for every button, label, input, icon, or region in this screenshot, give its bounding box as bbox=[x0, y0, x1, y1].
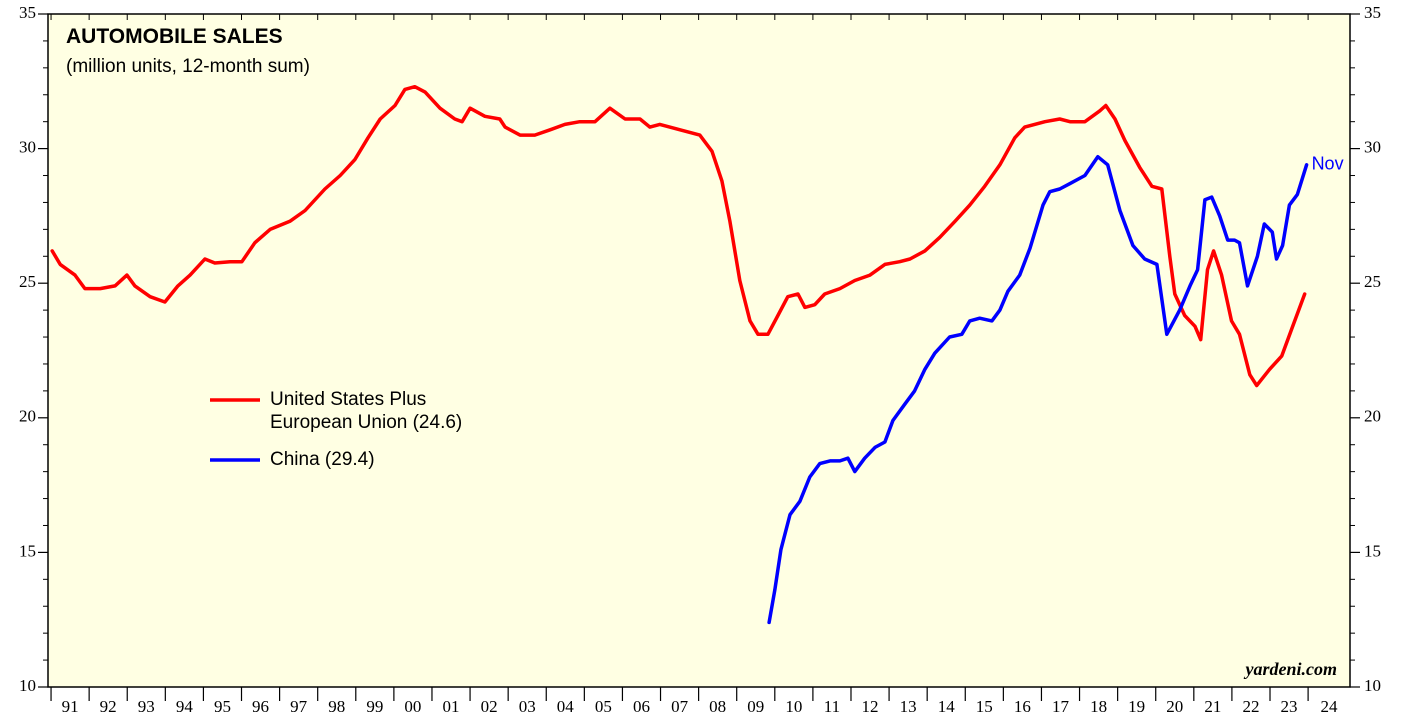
x-tick-label: 93 bbox=[138, 697, 155, 716]
x-tick-label: 08 bbox=[709, 697, 726, 716]
x-tick-label: 15 bbox=[976, 697, 993, 716]
x-tick-label: 04 bbox=[557, 697, 575, 716]
x-tick-label: 20 bbox=[1166, 697, 1183, 716]
x-tick-label: 99 bbox=[366, 697, 383, 716]
x-tick-label: 21 bbox=[1204, 697, 1221, 716]
x-tick-label: 94 bbox=[176, 697, 194, 716]
x-tick-label: 22 bbox=[1242, 697, 1259, 716]
annotation: Nov bbox=[1312, 154, 1344, 174]
chart-title: AUTOMOBILE SALES bbox=[66, 25, 283, 48]
x-tick-label: 01 bbox=[443, 697, 460, 716]
x-tick-label: 14 bbox=[938, 697, 956, 716]
y-tick-label: 35 bbox=[19, 3, 36, 22]
x-tick-label: 98 bbox=[328, 697, 345, 716]
chart-subtitle: (million units, 12-month sum) bbox=[66, 56, 310, 77]
plot-area bbox=[47, 13, 1351, 688]
y-tick-label: 30 bbox=[19, 138, 36, 157]
y2-tick-label: 10 bbox=[1364, 676, 1381, 695]
x-tick-label: 91 bbox=[62, 697, 79, 716]
y2-tick-label: 15 bbox=[1364, 541, 1381, 560]
series-line bbox=[50, 84, 1307, 388]
x-tick-label: 18 bbox=[1090, 697, 1107, 716]
x-tick-label: 19 bbox=[1128, 697, 1145, 716]
y-tick-label: 20 bbox=[19, 407, 36, 426]
x-tick-label: 06 bbox=[633, 697, 650, 716]
x-tick-label: 96 bbox=[252, 697, 269, 716]
x-tick-label: 03 bbox=[519, 697, 536, 716]
x-tick-label: 12 bbox=[862, 697, 879, 716]
x-tick-label: 05 bbox=[595, 697, 612, 716]
x-tick-label: 07 bbox=[671, 697, 689, 716]
y-tick-label: 25 bbox=[19, 272, 36, 291]
x-tick-label: 92 bbox=[100, 697, 117, 716]
x-tick-label: 23 bbox=[1281, 697, 1298, 716]
x-tick-label: 24 bbox=[1321, 697, 1339, 716]
x-tick-label: 17 bbox=[1052, 697, 1070, 716]
x-tick-label: 13 bbox=[900, 697, 917, 716]
legend-label: United States Plus European Union (24.6) bbox=[270, 389, 463, 433]
y2-tick-label: 35 bbox=[1364, 3, 1381, 22]
y2-tick-label: 25 bbox=[1364, 272, 1381, 291]
x-tick-label: 95 bbox=[214, 697, 231, 716]
x-tick-label: 00 bbox=[404, 697, 421, 716]
y-tick-label: 15 bbox=[19, 541, 36, 560]
x-tick-label: 11 bbox=[824, 697, 840, 716]
y2-tick-label: 30 bbox=[1364, 138, 1381, 157]
series-line bbox=[767, 154, 1309, 625]
y-tick-label: 10 bbox=[19, 676, 36, 695]
x-tick-label: 09 bbox=[747, 697, 764, 716]
x-tick-label: 10 bbox=[785, 697, 802, 716]
x-tick-label: 97 bbox=[290, 697, 308, 716]
legend-label: China (29.4) bbox=[270, 449, 375, 470]
x-tick-label: 02 bbox=[481, 697, 498, 716]
source: yardeni.com bbox=[1244, 659, 1338, 679]
x-tick-label: 16 bbox=[1014, 697, 1031, 716]
y2-tick-label: 20 bbox=[1364, 407, 1381, 426]
